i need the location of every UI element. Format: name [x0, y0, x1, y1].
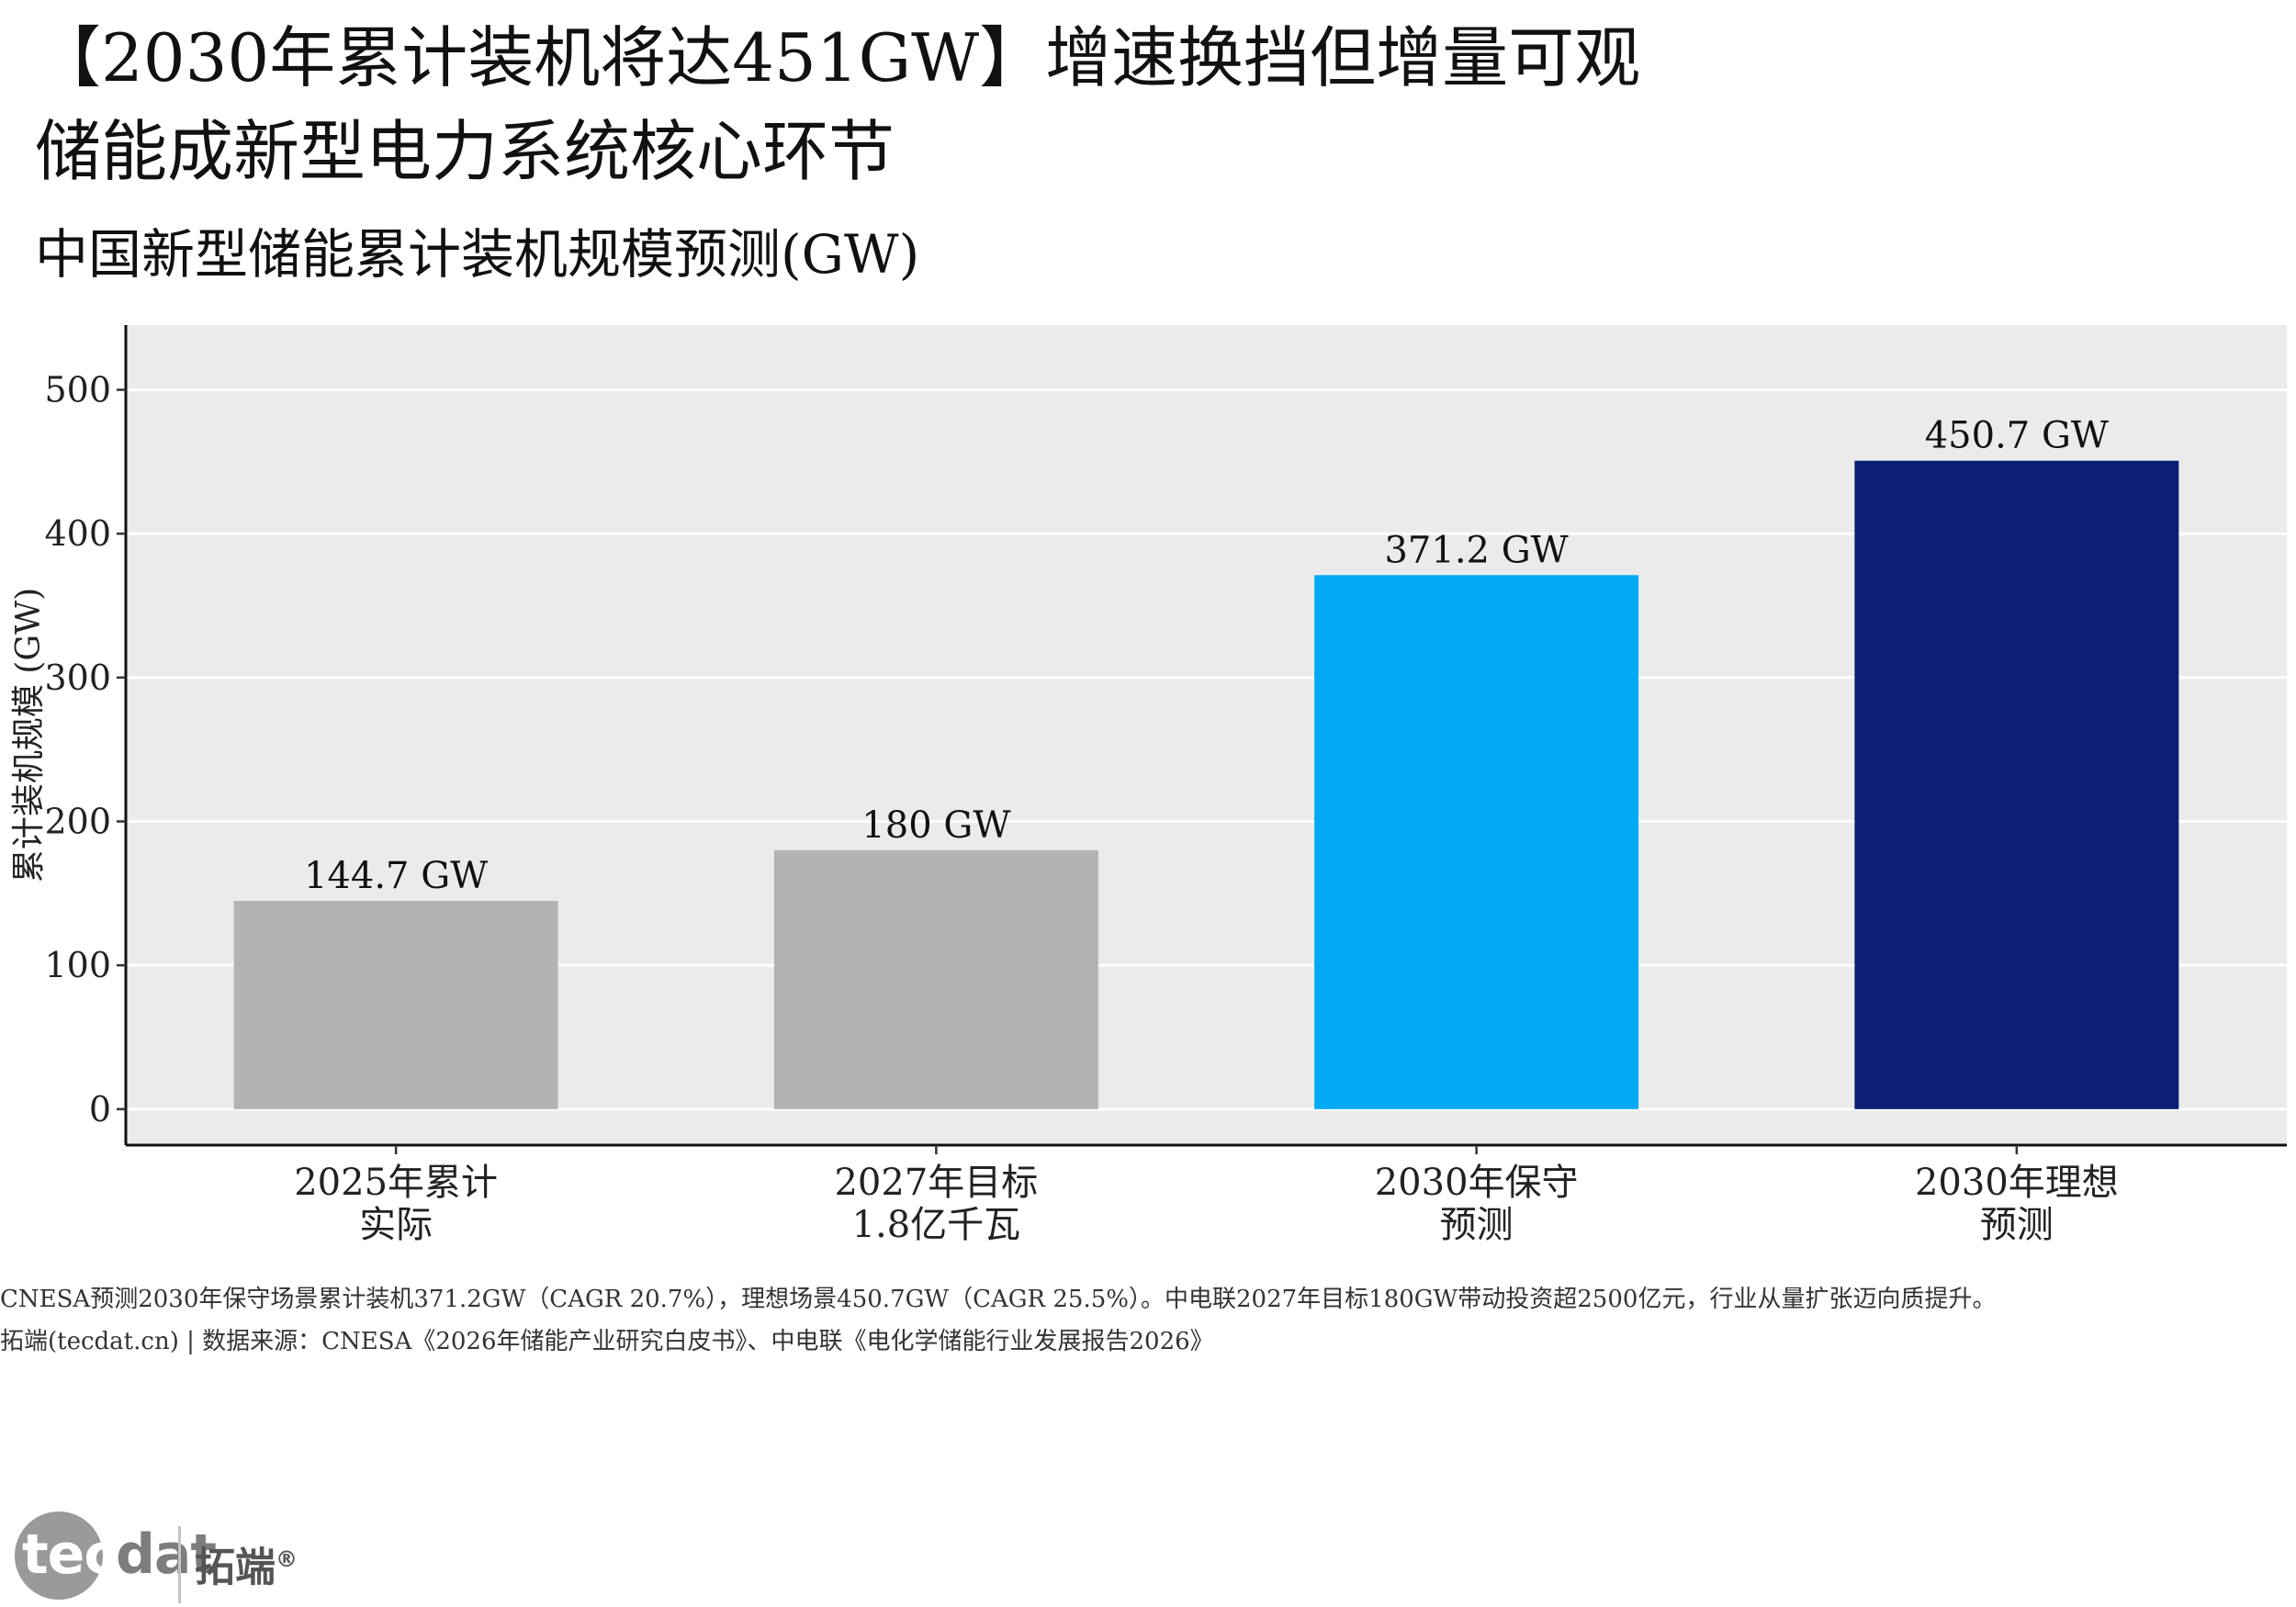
bars — [233, 460, 2179, 1109]
x-ticks: 2025年累计实际 2027年目标 1.8亿千瓦 2030年保守预测 2030年理想预测 — [294, 1145, 2119, 1246]
bar — [1314, 575, 1639, 1109]
chart-subtitle: 中国新型储能累计装机规模预测(GW) — [35, 223, 920, 286]
data-labels: 144.7 GW 180 GW 371.2 GW 450.7 GW — [304, 415, 2109, 897]
logo-divider — [178, 1526, 181, 1603]
data-label: 180 GW — [861, 804, 1010, 847]
y-tick-label: 400 — [44, 513, 111, 554]
axes — [124, 325, 2287, 1147]
x-tick-label: 2027年目标 1.8亿千瓦 — [834, 1162, 1038, 1246]
data-label: 144.7 GW — [304, 855, 488, 897]
y-tick-label: 200 — [44, 802, 111, 842]
data-label: 371.2 GW — [1384, 529, 1568, 571]
footnote: CNESA预测2030年保守场景累计装机371.2GW（CAGR 20.7%），… — [0, 1286, 1997, 1313]
tecdat-logo: tecdat 拓端® — [15, 1506, 309, 1607]
bar — [233, 901, 558, 1109]
bar — [773, 849, 1098, 1109]
source-note: 拓端(tecdat.cn) | 数据来源：CNESA《2026年储能产业研究白皮… — [0, 1328, 1214, 1355]
chart-title-line-2: 储能成新型电力系统核心环节 — [35, 113, 895, 190]
logo-circle — [15, 1511, 103, 1600]
chart-title: 【2030年累计装机将达451GW】增速换挡但增量可观 — [35, 19, 1641, 96]
bar-chart: 144.7 GW 180 GW 371.2 GW 450.7 GW 0 100 200 30… — [10, 325, 2287, 1246]
y-tick-label: 500 — [44, 370, 111, 410]
x-tick-label: 2030年理想预测 — [1915, 1162, 2119, 1246]
x-tick-label: 2030年保守预测 — [1375, 1162, 1579, 1246]
y-ticks: 0 100 200 300 400 500 — [44, 370, 126, 1129]
y-axis-label: 累计装机规模 (GW) — [10, 588, 48, 882]
y-tick-label: 0 — [89, 1089, 111, 1129]
logo-wordmark: tecdat — [22, 1523, 217, 1587]
y-tick-label: 100 — [44, 945, 111, 985]
data-label: 450.7 GW — [1925, 415, 2109, 457]
logo-chinese-name: 拓端® — [195, 1544, 298, 1591]
x-tick-label: 2025年累计实际 — [294, 1162, 498, 1246]
y-tick-label: 300 — [44, 657, 111, 698]
bar — [1854, 460, 2179, 1109]
